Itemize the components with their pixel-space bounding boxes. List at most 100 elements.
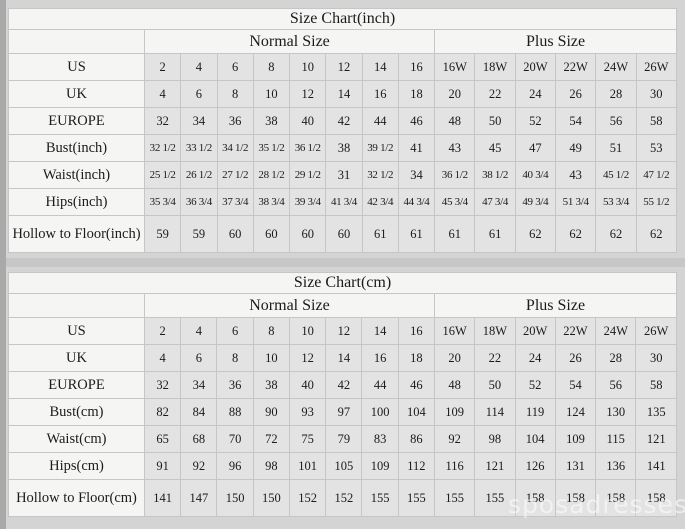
value-cell: 2 bbox=[143, 53, 182, 81]
value-cell: 42 bbox=[325, 371, 363, 399]
value-cell: 16 bbox=[361, 80, 399, 108]
value-cell: 51 bbox=[595, 134, 637, 162]
value-cell: 4 bbox=[143, 80, 182, 108]
value-cell: 49 bbox=[555, 134, 597, 162]
value-cell: 34 bbox=[180, 371, 218, 399]
value-cell: 54 bbox=[554, 371, 597, 399]
value-cell: 30 bbox=[635, 80, 678, 108]
row-label-bust-inch: Bust(inch) bbox=[8, 134, 145, 162]
value-cell: 158 bbox=[635, 479, 677, 517]
value-cell: 70 bbox=[216, 425, 254, 453]
table-gap-band bbox=[6, 258, 685, 267]
size-chart-inch-table: Size Chart(inch) Normal Size Plus Size US 2 4… bbox=[8, 8, 678, 253]
value-cell: 8 bbox=[252, 53, 291, 81]
value-cell: 22W bbox=[554, 317, 597, 345]
value-cell: 8 bbox=[252, 317, 290, 345]
value-cell: 31 bbox=[325, 161, 363, 189]
value-cell: 10 bbox=[252, 344, 290, 372]
value-cell: 29 1/2 bbox=[289, 161, 327, 189]
value-cell: 79 bbox=[325, 425, 363, 453]
value-cell: 16W bbox=[433, 317, 476, 345]
value-cell: 14 bbox=[361, 317, 399, 345]
value-cell: 38 3/4 bbox=[252, 188, 291, 216]
value-cell: 10 bbox=[252, 80, 291, 108]
value-cell: 115 bbox=[595, 425, 637, 453]
value-cell: 61 bbox=[434, 215, 476, 253]
value-cell: 104 bbox=[514, 425, 556, 453]
value-cell: 6 bbox=[180, 344, 218, 372]
column-group-normal-size: Normal Size bbox=[143, 29, 436, 54]
value-cell: 150 bbox=[252, 479, 290, 517]
value-cell: 58 bbox=[635, 107, 678, 135]
value-cell: 62 bbox=[595, 215, 637, 253]
table-row-hollow-to-floor-cm: Hollow to Floor(cm) 141 147 150 150 152 152 155… bbox=[8, 479, 677, 517]
value-cell: 104 bbox=[397, 398, 435, 426]
value-cell: 48 bbox=[433, 371, 476, 399]
value-cell: 116 bbox=[433, 452, 476, 480]
value-cell: 16 bbox=[397, 317, 435, 345]
value-cell: 10 bbox=[288, 317, 327, 345]
value-cell: 44 bbox=[361, 107, 399, 135]
value-cell: 26 1/2 bbox=[180, 161, 218, 189]
value-cell: 34 1/2 bbox=[216, 134, 254, 162]
value-cell: 10 bbox=[289, 53, 327, 81]
value-cell: 155 bbox=[361, 479, 399, 517]
value-cell: 61 bbox=[397, 215, 436, 253]
value-cell: 141 bbox=[143, 479, 182, 517]
value-cell: 43 bbox=[555, 161, 597, 189]
value-cell: 91 bbox=[143, 452, 182, 480]
value-cell: 41 bbox=[397, 134, 436, 162]
value-cell: 28 bbox=[595, 344, 637, 372]
value-cell: 112 bbox=[397, 452, 435, 480]
value-cell: 34 bbox=[397, 161, 436, 189]
value-cell: 6 bbox=[216, 53, 254, 81]
table-row-europe: EUROPE 32 34 36 38 40 42 44 46 48 50 52 54 56 58 bbox=[8, 371, 677, 399]
value-cell: 42 3/4 bbox=[361, 188, 399, 216]
row-label-waist-inch: Waist(inch) bbox=[8, 161, 145, 189]
value-cell: 109 bbox=[433, 398, 476, 426]
value-cell: 92 bbox=[433, 425, 476, 453]
value-cell: 28 bbox=[595, 80, 637, 108]
value-cell: 35 1/2 bbox=[252, 134, 291, 162]
value-cell: 47 3/4 bbox=[474, 188, 516, 216]
value-cell: 131 bbox=[554, 452, 597, 480]
value-cell: 126 bbox=[514, 452, 556, 480]
table-row-uk: UK 4 6 8 10 12 14 16 18 20 22 24 26 28 30 bbox=[8, 344, 677, 372]
value-cell: 41 3/4 bbox=[325, 188, 363, 216]
value-cell: 4 bbox=[180, 53, 218, 81]
column-group-plus-size: Plus Size bbox=[434, 29, 677, 54]
value-cell: 83 bbox=[361, 425, 399, 453]
value-cell: 24 bbox=[514, 80, 557, 108]
value-cell: 45 1/2 bbox=[595, 161, 637, 189]
value-cell: 36 1/2 bbox=[434, 161, 476, 189]
value-cell: 45 3/4 bbox=[434, 188, 476, 216]
table-row-us: US 2 4 6 8 10 12 14 16 16W 18W 20W 22W 24W 26W bbox=[8, 317, 677, 345]
value-cell: 8 bbox=[216, 344, 254, 372]
value-cell: 26 bbox=[554, 344, 597, 372]
value-cell: 86 bbox=[397, 425, 435, 453]
value-cell: 47 1/2 bbox=[635, 161, 678, 189]
table-title-size-chart-cm: Size Chart(cm) bbox=[8, 272, 677, 294]
value-cell: 46 bbox=[397, 371, 435, 399]
value-cell: 25 1/2 bbox=[143, 161, 182, 189]
value-cell: 12 bbox=[288, 344, 327, 372]
value-cell: 12 bbox=[289, 80, 327, 108]
value-cell: 60 bbox=[289, 215, 327, 253]
value-cell: 42 bbox=[325, 107, 363, 135]
value-cell: 59 bbox=[143, 215, 182, 253]
value-cell: 26W bbox=[635, 317, 677, 345]
value-cell: 62 bbox=[635, 215, 678, 253]
value-cell: 35 3/4 bbox=[143, 188, 182, 216]
value-cell: 24 bbox=[514, 344, 556, 372]
row-label-hollow-to-floor-inch: Hollow to Floor(inch) bbox=[8, 215, 145, 253]
value-cell: 14 bbox=[361, 53, 399, 81]
value-cell: 36 3/4 bbox=[180, 188, 218, 216]
table-row-bust-cm: Bust(cm) 82 84 88 90 93 97 100 104 109 114 119 124 13… bbox=[8, 398, 677, 426]
value-cell: 18 bbox=[397, 344, 435, 372]
row-label-bust-cm: Bust(cm) bbox=[8, 398, 145, 426]
value-cell: 26W bbox=[635, 53, 678, 81]
value-cell: 65 bbox=[143, 425, 182, 453]
value-cell: 60 bbox=[216, 215, 254, 253]
value-cell: 105 bbox=[325, 452, 363, 480]
value-cell: 61 bbox=[474, 215, 516, 253]
